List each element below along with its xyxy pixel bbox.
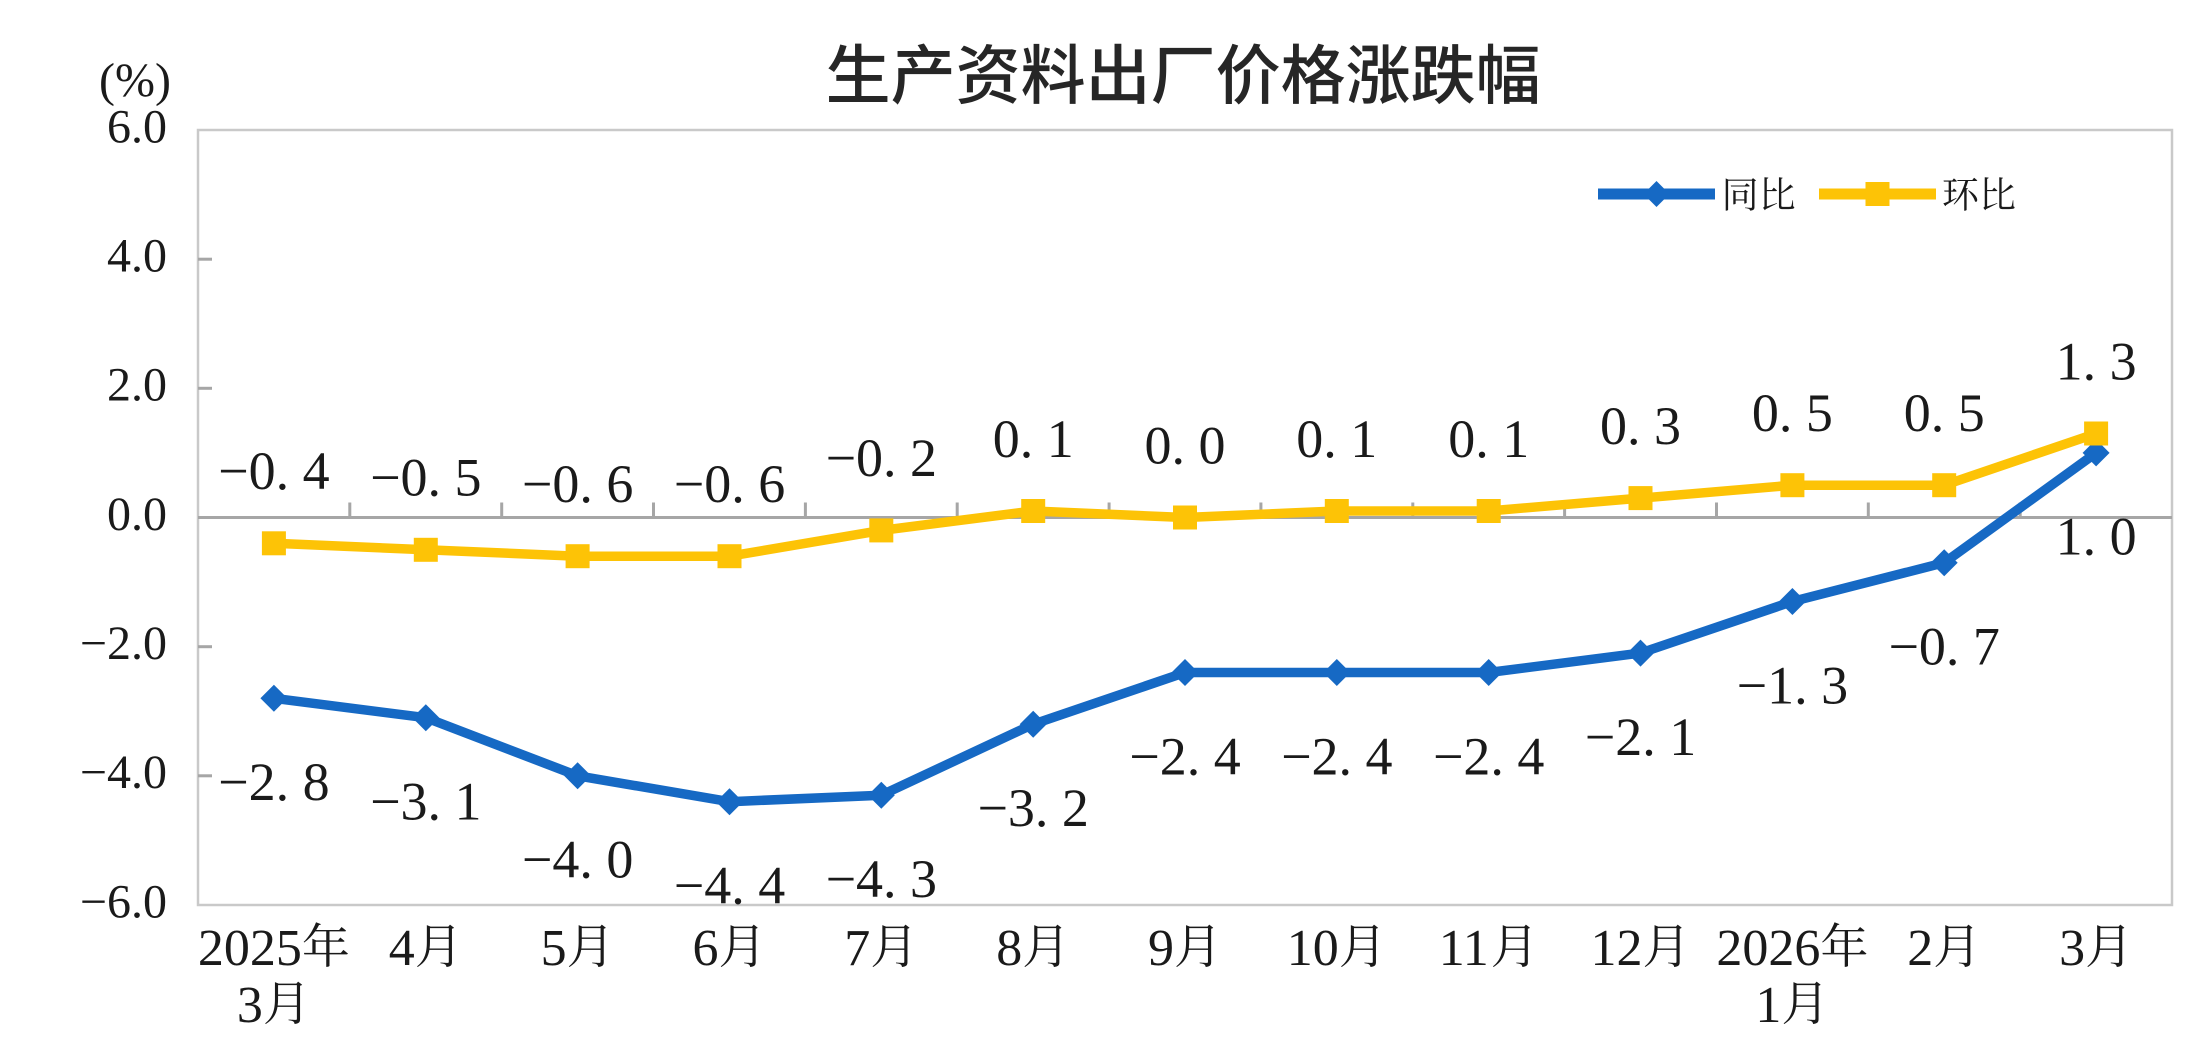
svg-text:6.0: 6.0 <box>107 100 167 153</box>
svg-text:0. 0: 0. 0 <box>1145 415 1226 475</box>
svg-text:−0. 2: −0. 2 <box>826 428 937 488</box>
svg-text:−4.0: −4.0 <box>80 746 167 799</box>
svg-text:−0. 4: −0. 4 <box>218 441 329 501</box>
svg-text:(%): (%) <box>99 54 171 107</box>
svg-text:4: 4 <box>389 920 415 977</box>
svg-text:2026: 2026 <box>1716 920 1820 977</box>
svg-text:4.0: 4.0 <box>107 230 167 283</box>
svg-text:−3. 2: −3. 2 <box>977 778 1088 838</box>
svg-text:1. 3: 1. 3 <box>2056 331 2137 391</box>
svg-text:−2. 8: −2. 8 <box>218 752 329 812</box>
svg-text:3: 3 <box>2059 920 2085 977</box>
svg-text:12: 12 <box>1591 920 1643 977</box>
svg-text:0. 5: 0. 5 <box>1752 383 1833 443</box>
svg-text:6: 6 <box>693 920 719 977</box>
svg-text:1: 1 <box>1755 977 1781 1034</box>
svg-text:−2. 4: −2. 4 <box>1129 726 1240 786</box>
svg-text:0. 5: 0. 5 <box>1904 383 1985 443</box>
svg-text:0.0: 0.0 <box>107 488 167 541</box>
svg-text:11: 11 <box>1439 920 1489 977</box>
svg-text:−2. 4: −2. 4 <box>1281 726 1392 786</box>
svg-text:−0. 6: −0. 6 <box>522 454 633 514</box>
svg-text:5: 5 <box>541 920 567 977</box>
svg-text:7: 7 <box>844 920 870 977</box>
svg-text:2.0: 2.0 <box>107 359 167 412</box>
svg-text:−0. 7: −0. 7 <box>1888 617 1999 677</box>
svg-text:2025: 2025 <box>198 920 302 977</box>
svg-text:−3. 1: −3. 1 <box>370 772 481 832</box>
svg-text:−2. 4: −2. 4 <box>1433 726 1544 786</box>
svg-text:0. 1: 0. 1 <box>993 409 1074 469</box>
svg-text:−0. 5: −0. 5 <box>370 448 481 508</box>
svg-text:8: 8 <box>996 920 1022 977</box>
svg-text:0. 3: 0. 3 <box>1600 396 1681 456</box>
svg-text:0. 1: 0. 1 <box>1296 409 1377 469</box>
svg-text:−6.0: −6.0 <box>80 875 167 928</box>
svg-text:10: 10 <box>1287 920 1339 977</box>
svg-text:3: 3 <box>237 977 263 1034</box>
svg-text:−2. 1: −2. 1 <box>1585 707 1696 767</box>
svg-text:−4. 0: −4. 0 <box>522 830 633 890</box>
svg-text:−4. 4: −4. 4 <box>674 856 785 916</box>
svg-text:0. 1: 0. 1 <box>1448 409 1529 469</box>
svg-text:2: 2 <box>1907 920 1933 977</box>
svg-text:−4. 3: −4. 3 <box>826 849 937 909</box>
svg-text:1. 0: 1. 0 <box>2056 507 2137 567</box>
svg-text:−1. 3: −1. 3 <box>1737 655 1848 715</box>
svg-text:9: 9 <box>1148 920 1174 977</box>
svg-text:−2.0: −2.0 <box>80 617 167 670</box>
svg-text:−0. 6: −0. 6 <box>674 454 785 514</box>
